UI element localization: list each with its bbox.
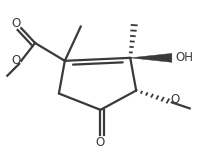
Polygon shape (130, 53, 171, 62)
Text: OH: OH (175, 51, 193, 64)
Text: O: O (95, 136, 105, 149)
Text: O: O (169, 93, 178, 106)
Text: O: O (12, 17, 21, 30)
Text: O: O (12, 54, 21, 67)
